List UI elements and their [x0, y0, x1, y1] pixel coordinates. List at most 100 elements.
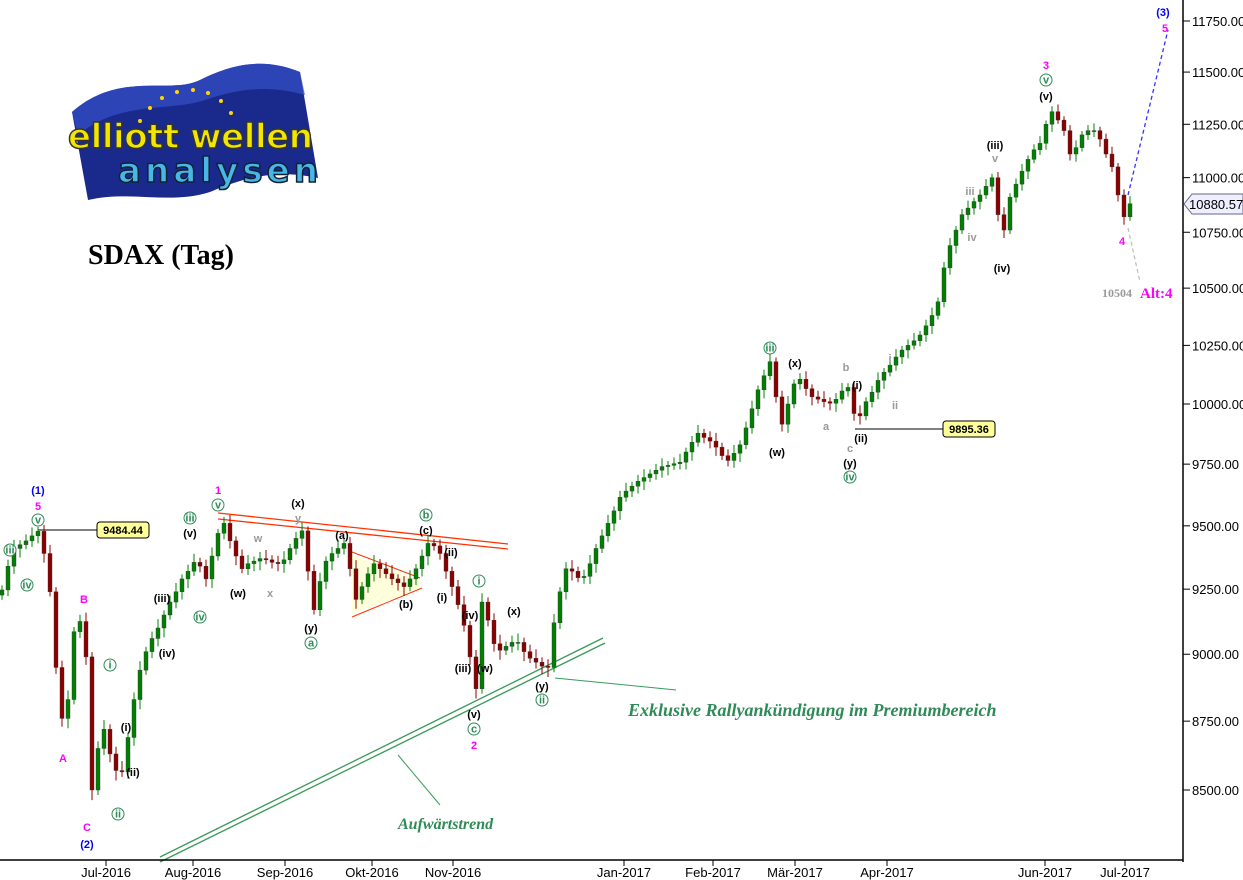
candle-up	[659, 466, 665, 471]
y-tick-label: 8750.00	[1192, 714, 1239, 729]
alt4-label: Alt:4	[1140, 286, 1173, 302]
wave-label: (y)	[535, 681, 549, 693]
wave-label: (c)	[419, 525, 433, 537]
wave-label: (1)	[31, 485, 45, 497]
wave-label-circle	[111, 807, 125, 821]
candle-up	[95, 748, 101, 791]
candle-up	[605, 523, 611, 537]
candle-up	[71, 631, 77, 700]
wave-label: x	[267, 588, 274, 600]
wave-label-circle	[843, 470, 857, 484]
wave-label: (b)	[399, 599, 413, 611]
wave-label: (v)	[1039, 91, 1053, 103]
trend-callout-line	[397, 754, 441, 806]
chart-title: SDAX (Tag)	[88, 240, 234, 271]
candle-down	[497, 643, 503, 651]
candle-down	[383, 568, 389, 575]
trend-note: Aufwärtstrend	[397, 816, 494, 833]
candle-down	[395, 578, 401, 583]
candle-up	[323, 560, 329, 582]
wave-label: iii	[5, 545, 14, 557]
candle-down	[545, 665, 551, 668]
candle-up	[131, 699, 137, 738]
candle-down	[41, 531, 47, 554]
wave-label: i	[888, 353, 891, 365]
candle-up	[965, 207, 971, 215]
candle-down	[1121, 194, 1127, 218]
candle-down	[119, 770, 125, 773]
candle-down	[701, 432, 707, 438]
wave-labels: (1)5viiiivBAC(2)i(i)(ii)ii(iii)(iv)iii(v…	[3, 7, 1170, 851]
candle-up	[551, 622, 557, 668]
wave-label: (y)	[304, 623, 318, 635]
candle-up	[593, 548, 599, 564]
wave-label: (3)	[1156, 7, 1170, 19]
candle-down	[113, 753, 119, 771]
wave-label: (2)	[80, 839, 94, 851]
wave-label-circle	[183, 511, 197, 525]
candle-up	[953, 229, 959, 246]
candle-up	[791, 383, 797, 405]
candle-down	[461, 604, 467, 626]
candle-down	[719, 446, 725, 456]
wave-label: ii	[539, 695, 545, 707]
candle-down	[305, 530, 311, 572]
candle-up	[1037, 143, 1043, 150]
price-box-value: 9895.36	[949, 424, 989, 436]
candle-down	[233, 540, 239, 557]
candle-up	[5, 565, 11, 591]
wave-label: iii	[965, 186, 974, 198]
wave-label: (iii)	[455, 663, 472, 675]
candle-up	[287, 548, 293, 561]
wave-label-circle	[472, 574, 486, 588]
wave-label: (iv)	[462, 610, 479, 622]
candle-up	[407, 578, 413, 587]
wave-label: (iv)	[159, 648, 176, 660]
x-tick-label: Aug-2016	[165, 865, 221, 880]
candle-up	[1127, 203, 1133, 218]
candle-down	[533, 658, 539, 663]
candle-down	[995, 177, 1001, 215]
candle-down	[485, 601, 491, 621]
candle-up	[1091, 130, 1097, 132]
wave-label: (iii)	[154, 593, 171, 605]
wave-label: (w)	[230, 588, 246, 600]
candle-down	[47, 553, 53, 592]
wave-label: (w)	[769, 447, 785, 459]
candle-down	[1067, 130, 1073, 155]
wave-label: b	[423, 510, 430, 522]
wave-label: 1	[215, 485, 221, 497]
candle-up	[683, 451, 689, 463]
y-tick-label: 10250.00	[1192, 338, 1243, 353]
x-tick-label: Jun-2017	[1018, 865, 1072, 880]
wave-label: (i)	[437, 592, 448, 604]
candle-down	[275, 562, 281, 564]
candle-up	[509, 642, 515, 647]
candle-up	[587, 563, 593, 577]
candle-down	[197, 562, 203, 567]
wave-label: v	[1043, 75, 1050, 87]
candle-down	[83, 621, 89, 658]
candle-up	[365, 573, 371, 587]
candle-up	[1013, 183, 1019, 198]
candle-up	[413, 568, 419, 580]
candle-up	[611, 510, 617, 524]
candle-down	[263, 558, 269, 561]
wave-label: 4	[1119, 236, 1126, 248]
candle-up	[917, 334, 923, 341]
star-ring-icon	[138, 88, 233, 123]
y-tick-label: 10750.00	[1192, 225, 1243, 240]
wave-label-circle	[103, 658, 117, 672]
candle-down	[353, 568, 359, 600]
candle-up	[1073, 147, 1079, 155]
candle-up	[833, 399, 839, 404]
candle-up	[749, 408, 755, 429]
candle-up	[677, 461, 683, 464]
wave-label: iii	[185, 513, 194, 525]
candle-up	[941, 267, 947, 302]
projection-wave5-line	[1127, 29, 1169, 196]
x-tick-label: Nov-2016	[425, 865, 481, 880]
x-tick-label: Mär-2017	[767, 865, 823, 880]
candle-down	[467, 625, 473, 658]
